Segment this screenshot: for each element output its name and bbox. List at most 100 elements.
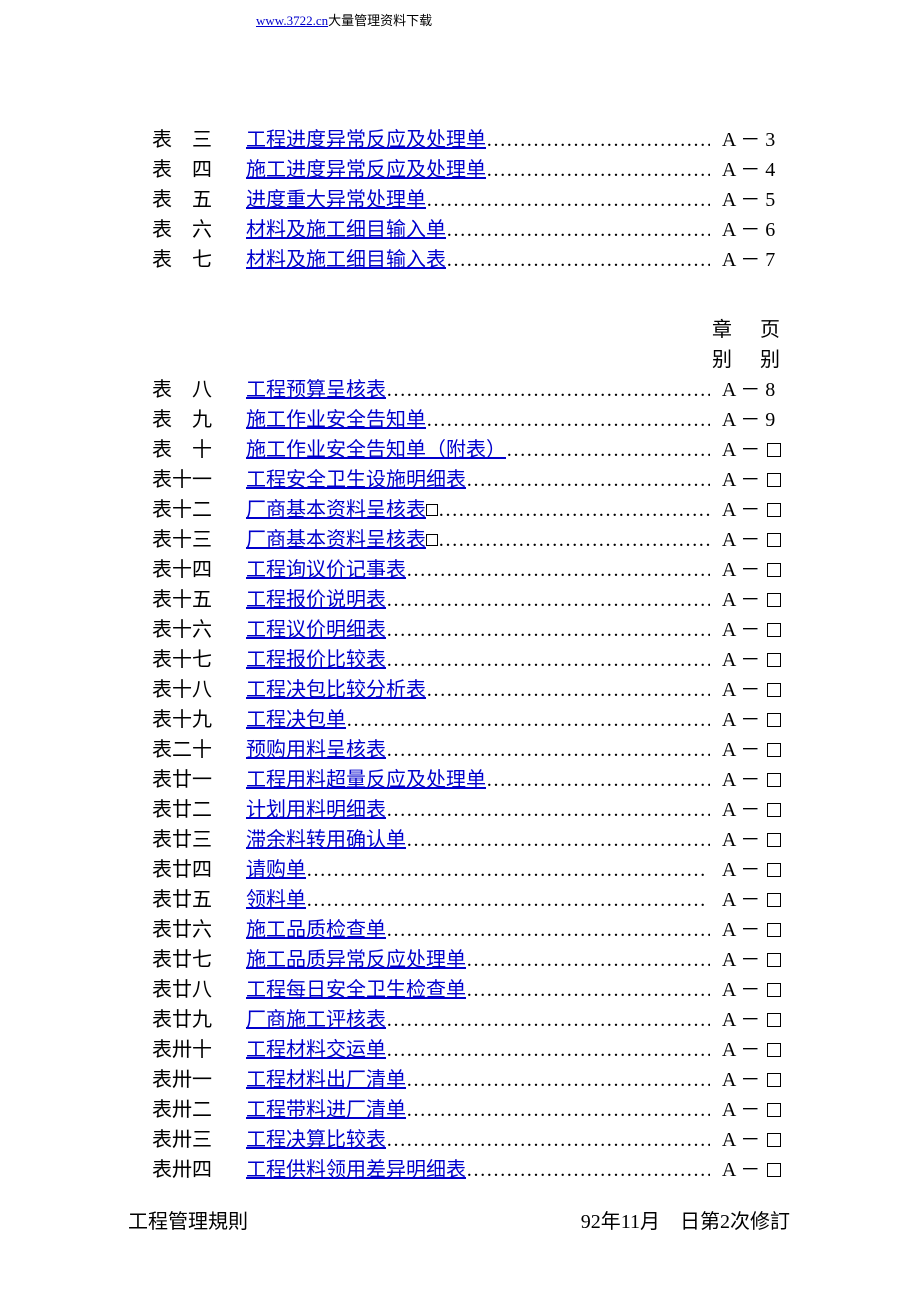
toc-link[interactable]: 工程预算呈核表 (246, 375, 386, 405)
toc-link[interactable]: 工程报价比较表 (246, 645, 386, 675)
toc-page-ref: A － (710, 1005, 790, 1035)
page-box-icon (767, 1043, 781, 1057)
toc-dots: …………………………………………………… (466, 975, 710, 1005)
page-box-icon (767, 863, 781, 877)
toc-link[interactable]: 工程安全卫生设施明细表 (246, 465, 466, 495)
page-box-icon (767, 1163, 781, 1177)
toc-page-ref: A － (710, 1125, 790, 1155)
toc-link[interactable]: 进度重大异常处理单 (246, 185, 426, 215)
toc-dots: …………………………………………………… (406, 825, 710, 855)
toc-label: 表卅一 (152, 1065, 246, 1095)
toc-link[interactable]: 材料及施工细目输入单 (246, 215, 446, 245)
toc-link[interactable]: 材料及施工细目输入表 (246, 245, 446, 275)
toc-dots: …………………………………………………… (466, 1155, 710, 1185)
toc-link[interactable]: 工程决算比较表 (246, 1125, 386, 1155)
page-box-icon (767, 983, 781, 997)
toc-label: 表卅四 (152, 1155, 246, 1185)
toc-dots: …………………………………………………… (438, 525, 710, 555)
toc-row: 表廿三滞余料转用确认单…………………………………………………… A － (152, 825, 790, 855)
page-box-icon (767, 833, 781, 847)
toc-link[interactable]: 厂商施工评核表 (246, 1005, 386, 1035)
toc-label: 表 九 (152, 405, 246, 435)
toc-row: 表卅一工程材料出厂清单…………………………………………………… A － (152, 1065, 790, 1095)
toc-dots: …………………………………………………… (426, 185, 710, 215)
toc-row: 表廿四请购单…………………………………………………… A － (152, 855, 790, 885)
toc-row: 表 八工程预算呈核表…………………………………………………… A － 8 (152, 375, 790, 405)
toc-link[interactable]: 工程材料出厂清单 (246, 1065, 406, 1095)
toc-link[interactable]: 工程决包单 (246, 705, 346, 735)
toc-link[interactable]: 施工作业安全告知单（附表） (246, 435, 506, 465)
page-box-icon (767, 1013, 781, 1027)
toc-row: 表廿二计划用料明细表…………………………………………………… A － (152, 795, 790, 825)
toc-link[interactable]: 厂商基本资料呈核表 (246, 525, 426, 555)
toc-page-ref: A － (710, 495, 790, 525)
toc-label: 表十二 (152, 495, 246, 525)
toc-row: 表十六工程议价明细表…………………………………………………… A － (152, 615, 790, 645)
toc-label: 表十五 (152, 585, 246, 615)
toc-group-2: 表 八工程预算呈核表…………………………………………………… A － 8表 九施… (152, 375, 790, 1185)
toc-page-ref: A － (710, 435, 790, 465)
toc-link[interactable]: 工程供料领用差异明细表 (246, 1155, 466, 1185)
toc-row: 表十八工程决包比较分析表…………………………………………………… A － (152, 675, 790, 705)
header-url-link[interactable]: www.3722.cn (128, 3, 328, 28)
toc-dots: …………………………………………………… (406, 1095, 710, 1125)
toc-group-1: 表 三工程进度异常反应及处理单…………………………………………………… A － … (152, 125, 790, 275)
toc-link[interactable]: 工程用料超量反应及处理单 (246, 765, 486, 795)
toc-row: 表二十预购用料呈核表…………………………………………………… A － (152, 735, 790, 765)
toc-row: 表卅十工程材料交运单…………………………………………………… A － (152, 1035, 790, 1065)
toc-link[interactable]: 工程询议价记事表 (246, 555, 406, 585)
toc-dots: …………………………………………………… (386, 1005, 710, 1035)
toc-page-ref: A － 6 (710, 215, 790, 245)
header-text: 大量管理资料下载 (328, 13, 432, 28)
toc-page-ref: A － 5 (710, 185, 790, 215)
page-box-icon (767, 713, 781, 727)
page-box-icon (767, 473, 781, 487)
toc-link[interactable]: 工程每日安全卫生检查单 (246, 975, 466, 1005)
toc-page-ref: A － (710, 1155, 790, 1185)
toc-row: 表 六材料及施工细目输入单…………………………………………………… A － 6 (152, 215, 790, 245)
toc-link[interactable]: 工程决包比较分析表 (246, 675, 426, 705)
page-box-icon (767, 623, 781, 637)
toc-label: 表廿三 (152, 825, 246, 855)
toc-link[interactable]: 工程议价明细表 (246, 615, 386, 645)
header-page-top: 页 (750, 315, 790, 345)
toc-label: 表 五 (152, 185, 246, 215)
toc-page-ref: A － (710, 915, 790, 945)
page-box-icon (767, 503, 781, 517)
toc-link[interactable]: 施工进度异常反应及处理单 (246, 155, 486, 185)
toc-link[interactable]: 工程报价说明表 (246, 585, 386, 615)
page-box-icon (767, 893, 781, 907)
toc-row: 表十二厂商基本资料呈核表…………………………………………………… A － (152, 495, 790, 525)
toc-row: 表 七材料及施工细目输入表…………………………………………………… A － 7 (152, 245, 790, 275)
toc-page-ref: A － (710, 1095, 790, 1125)
toc-row: 表十七工程报价比较表…………………………………………………… A － (152, 645, 790, 675)
toc-label: 表卅十 (152, 1035, 246, 1065)
header-chapter-top: 章 (702, 315, 742, 345)
toc-dots: …………………………………………………… (486, 765, 710, 795)
toc-link[interactable]: 请购单 (246, 855, 306, 885)
toc-dots: …………………………………………………… (386, 1125, 710, 1155)
toc-dots: …………………………………………………… (346, 705, 710, 735)
toc-link[interactable]: 施工品质异常反应处理单 (246, 945, 466, 975)
toc-link[interactable]: 施工作业安全告知单 (246, 405, 426, 435)
toc-link[interactable]: 工程材料交运单 (246, 1035, 386, 1065)
toc-row: 表十九工程决包单…………………………………………………… A － (152, 705, 790, 735)
toc-dots: …………………………………………………… (426, 405, 710, 435)
toc-link[interactable]: 工程带料进厂清单 (246, 1095, 406, 1125)
toc-page-ref: A － 4 (710, 155, 790, 185)
toc-link[interactable]: 预购用料呈核表 (246, 735, 386, 765)
toc-page-ref: A － 7 (710, 245, 790, 275)
toc-row: 表十五工程报价说明表…………………………………………………… A － (152, 585, 790, 615)
toc-link[interactable]: 领料单 (246, 885, 306, 915)
toc-link[interactable]: 厂商基本资料呈核表 (246, 495, 426, 525)
toc-row: 表廿一工程用料超量反应及处理单…………………………………………………… A － (152, 765, 790, 795)
toc-dots: …………………………………………………… (386, 645, 710, 675)
toc-dots: …………………………………………………… (386, 795, 710, 825)
toc-label: 表廿九 (152, 1005, 246, 1035)
toc-link[interactable]: 计划用料明细表 (246, 795, 386, 825)
header-chapter-bot: 别 (702, 345, 742, 375)
toc-link[interactable]: 工程进度异常反应及处理单 (246, 125, 486, 155)
toc-link[interactable]: 施工品质检查单 (246, 915, 386, 945)
toc-label: 表廿一 (152, 765, 246, 795)
toc-link[interactable]: 滞余料转用确认单 (246, 825, 406, 855)
